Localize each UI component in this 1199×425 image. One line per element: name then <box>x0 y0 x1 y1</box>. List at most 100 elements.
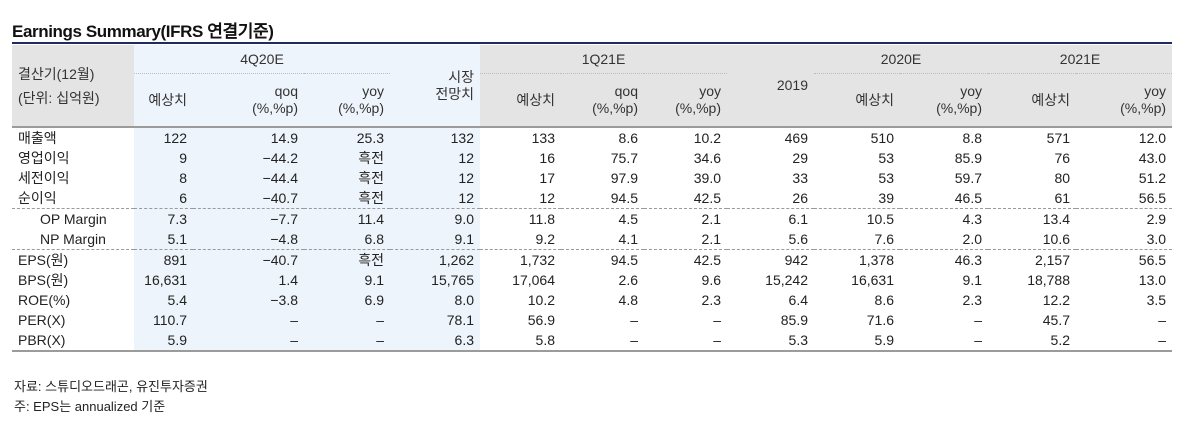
cell-2021e-yoy: 3.5 <box>1146 292 1167 308</box>
row-label: 매출액 <box>12 126 134 148</box>
cell-1q21e-yoy: – <box>644 330 727 352</box>
cell-2020e-estimate: 39 <box>878 190 894 206</box>
cell-4q20e-qoq: 14.9 <box>193 126 304 148</box>
qoq-label: qoq <box>274 83 298 99</box>
cell-1q21e-yoy: – <box>713 312 721 328</box>
cell-4q20e-estimate: 110.7 <box>134 310 193 330</box>
col-1q21e-estimate: 예상치 <box>480 73 561 127</box>
cell-market-consensus: 12 <box>390 168 480 188</box>
cell-2020e-estimate: 53 <box>878 170 894 186</box>
cell-2019: 6.4 <box>788 292 808 308</box>
group-market-consensus: 시장 전망치 <box>390 45 480 127</box>
cell-2020e-yoy: – <box>974 312 983 328</box>
row-label: PBR(X) <box>12 330 134 352</box>
cell-4q20e-estimate: 891 <box>134 249 193 270</box>
cell-2019: 29 <box>792 150 808 166</box>
table-row: 순이익 6 −40.7 흑전 12 12 94.5 42.5 26 39 46.5 61 56.5 <box>12 188 1172 209</box>
cell-1q21e-qoq: 2.6 <box>618 272 638 288</box>
cell-2020e-estimate: 510 <box>814 126 900 148</box>
cell-market-consensus: 132 <box>390 126 480 148</box>
cell-4q20e-estimate: 122 <box>134 126 193 148</box>
cell-2019: 942 <box>727 249 814 270</box>
cell-1q21e-yoy: 42.5 <box>644 249 727 270</box>
cell-1q21e-estimate: 17 <box>539 170 555 186</box>
cell-4q20e-yoy: – <box>304 330 390 352</box>
group-2019: 2019 <box>727 45 814 127</box>
cell-market-consensus: 9.1 <box>390 229 480 250</box>
earnings-summary-table: 결산기(12월) (단위: 십억원) 4Q20E 시장 전망치 1Q21E 20… <box>12 45 1173 352</box>
fiscal-period-label: 결산기(12월) <box>18 65 95 82</box>
cell-1q21e-qoq: 4.5 <box>561 208 644 229</box>
cell-market-consensus: 12 <box>390 148 480 168</box>
cell-4q20e-yoy: 흑전 <box>304 249 390 270</box>
cell-1q21e-qoq: 4.8 <box>618 292 638 308</box>
cell-1q21e-yoy: 34.6 <box>693 150 721 166</box>
cell-1q21e-estimate: 133 <box>480 126 561 148</box>
yoy-label: yoy <box>699 83 721 99</box>
cell-2021e-yoy: – <box>1158 312 1167 328</box>
table-row: PBR(X) 5.9– –6.3 5.8– –5.3 5.9–5.2– <box>12 330 1173 352</box>
cell-4q20e-yoy: – <box>304 310 390 330</box>
cell-2021e-estimate: 10.6 <box>1042 231 1071 247</box>
cell-1q21e-estimate: 9.2 <box>535 231 555 247</box>
cell-market-consensus: 1,262 <box>390 249 480 270</box>
cell-1q21e-estimate: 5.8 <box>480 330 561 352</box>
cell-4q20e-yoy: 6.9 <box>304 290 390 310</box>
cell-4q20e-qoq: – <box>193 310 304 330</box>
table-body: 매출액 122 14.9 25.3 132 133 8.6 10.2 469 510 8.8 571 1… <box>12 126 1173 352</box>
yoy-label: yoy <box>960 83 983 99</box>
cell-2019: 33 <box>792 170 808 186</box>
group-1q21e: 1Q21E <box>480 45 727 74</box>
cell-2021e-yoy: 13.0 <box>1138 272 1167 288</box>
cell-4q20e-estimate: 7.3 <box>134 208 193 229</box>
cell-2020e-estimate: 71.6 <box>866 312 894 328</box>
cell-4q20e-yoy: 11.4 <box>304 208 390 229</box>
col-2020e-yoy: yoy (%,%p) <box>900 73 989 127</box>
cell-4q20e-estimate: 16,631 <box>134 270 193 290</box>
col-2021e-yoy: yoy (%,%p) <box>1076 73 1173 127</box>
cell-2019: 15,242 <box>765 272 808 288</box>
cell-2020e-yoy: 59.7 <box>954 170 983 186</box>
yoy-label: yoy <box>362 83 384 99</box>
cell-2019: 469 <box>727 126 814 148</box>
cell-1q21e-estimate: 12 <box>539 190 555 206</box>
cell-4q20e-qoq: −44.4 <box>193 168 304 188</box>
cell-2019: 5.3 <box>727 330 814 352</box>
cell-4q20e-qoq: −3.8 <box>193 290 304 310</box>
col-4q20e-qoq: qoq (%,%p) <box>193 73 304 127</box>
cell-4q20e-estimate: 5.4 <box>134 290 193 310</box>
cell-2021e-yoy: 3.0 <box>1146 231 1167 247</box>
table-title: Earnings Summary(IFRS 연결기준) <box>12 22 274 41</box>
row-label: OP Margin <box>12 208 134 229</box>
table-row: EPS(원) 891 −40.7 흑전 1,262 1,732 94.5 42.5 942 1,3… <box>12 249 1173 270</box>
cell-4q20e-estimate: 9 <box>134 148 193 168</box>
row-label: NP Margin <box>40 231 106 247</box>
cell-1q21e-qoq: 4.1 <box>618 231 638 247</box>
cell-1q21e-qoq: 97.9 <box>610 170 638 186</box>
market-line2: 전망치 <box>435 85 474 102</box>
qoq-label: qoq <box>614 83 638 99</box>
cell-2021e-yoy: 51.2 <box>1138 170 1167 186</box>
row-label: 순이익 <box>18 190 57 206</box>
cell-1q21e-qoq: 94.5 <box>561 249 644 270</box>
cell-2021e-estimate: 18,788 <box>1027 272 1071 288</box>
cell-market-consensus: 6.3 <box>390 330 480 352</box>
cell-2020e-yoy: 9.1 <box>962 272 983 288</box>
cell-1q21e-qoq: 8.6 <box>561 126 644 148</box>
cell-2020e-estimate: 1,378 <box>814 249 900 270</box>
cell-2020e-yoy: 2.0 <box>962 231 983 247</box>
cell-2019: 6.1 <box>727 208 814 229</box>
cell-market-consensus: 12 <box>390 188 480 209</box>
table-row: 영업이익 9 −44.2 흑전 12 16 75.7 34.6 29 53 85.9 76 43.0 <box>12 148 1172 168</box>
cell-2020e-yoy: 46.5 <box>954 190 983 206</box>
pct-unit: (%,%p) <box>252 100 298 116</box>
cell-4q20e-estimate: 6 <box>134 188 193 209</box>
cell-4q20e-yoy: 25.3 <box>304 126 390 148</box>
cell-4q20e-yoy: 흑전 <box>304 168 390 188</box>
pct-unit: (%,%p) <box>1120 100 1167 116</box>
col-4q20e-estimate: 예상치 <box>134 73 193 127</box>
cell-2021e-estimate: 571 <box>988 126 1077 148</box>
cell-4q20e-qoq: −44.2 <box>193 148 304 168</box>
cell-2021e-yoy: 2.9 <box>1076 208 1173 229</box>
source-note: 자료: 스튜디오드래곤, 유진투자증권 <box>14 379 208 394</box>
